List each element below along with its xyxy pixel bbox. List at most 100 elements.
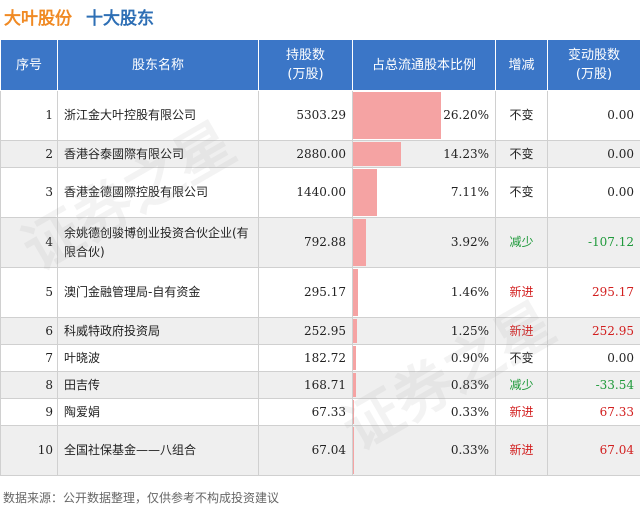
data-source-note: 数据来源：公开数据整理，仅供参考不构成投资建议 <box>3 491 280 505</box>
shareholder-name: 科威特政府投资局 <box>57 317 259 345</box>
ratio-bar <box>353 169 377 216</box>
row-index: 7 <box>0 344 58 372</box>
table-row: 1 浙江金大叶控股有限公司 5303.29 26.20% 不变 0.00 <box>0 90 640 141</box>
shares-held: 67.33 <box>258 398 353 426</box>
shareholders-table: 序号 股东名称 持股数 (万股) 占总流通股本比例 增减 变动股数 (万股) 1… <box>0 39 640 476</box>
shares-held: 67.04 <box>258 425 353 476</box>
shares-held: 5303.29 <box>258 90 353 141</box>
ratio-bar <box>353 269 358 316</box>
ratio-value: 0.83% <box>450 377 489 392</box>
row-index: 3 <box>0 167 58 218</box>
change-shares: 0.00 <box>547 344 640 372</box>
row-index: 2 <box>0 140 58 168</box>
change-shares: 0.00 <box>547 167 640 218</box>
shareholder-name: 香港金德國際控股有限公司 <box>57 167 259 218</box>
ratio-bar <box>353 319 358 343</box>
shares-held: 1440.00 <box>258 167 353 218</box>
col-header-shares: 持股数 (万股) <box>258 39 353 91</box>
shares-held: 252.95 <box>258 317 353 345</box>
shareholder-name: 浙江金大叶控股有限公司 <box>57 90 259 141</box>
col-header-shares-text: 持股数 (万股) <box>285 48 325 82</box>
row-index: 6 <box>0 317 58 345</box>
change-status: 新进 <box>495 317 548 345</box>
col-header-index: 序号 <box>0 39 58 91</box>
col-header-delta: 变动股数 (万股) <box>547 39 640 91</box>
change-shares: 295.17 <box>547 267 640 318</box>
table-row: 7 叶晓波 182.72 0.90% 不变 0.00 <box>0 344 640 372</box>
change-status: 新进 <box>495 398 548 426</box>
shareholder-name: 澳门金融管理局-自有资金 <box>57 267 259 318</box>
ratio-bar <box>353 373 356 397</box>
shares-held: 295.17 <box>258 267 353 318</box>
shareholder-name: 全国社保基金——八组合 <box>57 425 259 476</box>
company-name: 大叶股份 <box>4 9 72 29</box>
change-status: 不变 <box>495 344 548 372</box>
table-row: 10 全国社保基金——八组合 67.04 0.33% 新进 67.04 <box>0 425 640 476</box>
shareholder-name: 余姚德创骏博创业投资合伙企业(有限合伙) <box>57 217 259 268</box>
ratio-cell: 3.92% <box>352 217 496 268</box>
row-index: 10 <box>0 425 58 476</box>
ratio-value: 1.46% <box>450 285 489 299</box>
row-index: 1 <box>0 90 58 141</box>
ratio-bar <box>353 346 356 370</box>
row-index: 9 <box>0 398 58 426</box>
row-index: 8 <box>0 371 58 399</box>
shares-held: 2880.00 <box>258 140 353 168</box>
ratio-cell: 26.20% <box>352 90 496 141</box>
ratio-bar <box>353 92 441 139</box>
section-title: 十大股东 <box>86 9 154 29</box>
shareholder-name: 陶爱娟 <box>57 398 259 426</box>
change-shares: 252.95 <box>547 317 640 345</box>
shares-held: 792.88 <box>258 217 353 268</box>
ratio-cell: 1.46% <box>352 267 496 318</box>
change-shares: -33.54 <box>547 371 640 399</box>
change-status: 不变 <box>495 90 548 141</box>
col-header-delta-text: 变动股数 (万股) <box>567 48 620 82</box>
table-row: 9 陶爱娟 67.33 0.33% 新进 67.33 <box>0 398 640 426</box>
change-status: 新进 <box>495 267 548 318</box>
change-status: 减少 <box>495 371 548 399</box>
shareholder-name: 田吉传 <box>57 371 259 399</box>
change-shares: 0.00 <box>547 140 640 168</box>
ratio-value: 3.92% <box>450 235 489 249</box>
change-status: 不变 <box>495 167 548 218</box>
change-shares: 67.33 <box>547 398 640 426</box>
ratio-value: 14.23% <box>443 146 489 161</box>
ratio-cell: 0.33% <box>352 425 496 476</box>
ratio-bar <box>353 142 401 166</box>
page-title: 大叶股份 十大股东 <box>4 4 168 29</box>
table-row: 3 香港金德國際控股有限公司 1440.00 7.11% 不变 0.00 <box>0 167 640 218</box>
change-shares: 67.04 <box>547 425 640 476</box>
ratio-bar <box>353 400 355 424</box>
table-row: 8 田吉传 168.71 0.83% 减少 -33.54 <box>0 371 640 399</box>
col-header-ratio: 占总流通股本比例 <box>352 39 496 91</box>
table-row: 5 澳门金融管理局-自有资金 295.17 1.46% 新进 295.17 <box>0 267 640 318</box>
ratio-cell: 1.25% <box>352 317 496 345</box>
ratio-value: 0.33% <box>450 404 489 419</box>
change-shares: 0.00 <box>547 90 640 141</box>
change-status: 新进 <box>495 425 548 476</box>
ratio-bar <box>353 219 367 266</box>
table-header-row: 序号 股东名称 持股数 (万股) 占总流通股本比例 增减 变动股数 (万股) <box>0 39 640 91</box>
ratio-value: 0.90% <box>450 350 489 365</box>
ratio-value: 26.20% <box>443 108 489 122</box>
change-status: 不变 <box>495 140 548 168</box>
ratio-value: 0.33% <box>450 443 489 457</box>
change-shares: -107.12 <box>547 217 640 268</box>
ratio-cell: 0.33% <box>352 398 496 426</box>
ratio-bar <box>353 427 355 474</box>
table-row: 2 香港谷泰國際有限公司 2880.00 14.23% 不变 0.00 <box>0 140 640 168</box>
col-header-name: 股东名称 <box>57 39 259 91</box>
ratio-value: 7.11% <box>450 185 489 199</box>
ratio-cell: 0.90% <box>352 344 496 372</box>
row-index: 5 <box>0 267 58 318</box>
shares-held: 168.71 <box>258 371 353 399</box>
table-row: 6 科威特政府投资局 252.95 1.25% 新进 252.95 <box>0 317 640 345</box>
change-status: 减少 <box>495 217 548 268</box>
shares-held: 182.72 <box>258 344 353 372</box>
col-header-change: 增减 <box>495 39 548 91</box>
shareholder-name: 香港谷泰國際有限公司 <box>57 140 259 168</box>
row-index: 4 <box>0 217 58 268</box>
table-row: 4 余姚德创骏博创业投资合伙企业(有限合伙) 792.88 3.92% 减少 -107.1… <box>0 217 640 268</box>
shareholder-name: 叶晓波 <box>57 344 259 372</box>
